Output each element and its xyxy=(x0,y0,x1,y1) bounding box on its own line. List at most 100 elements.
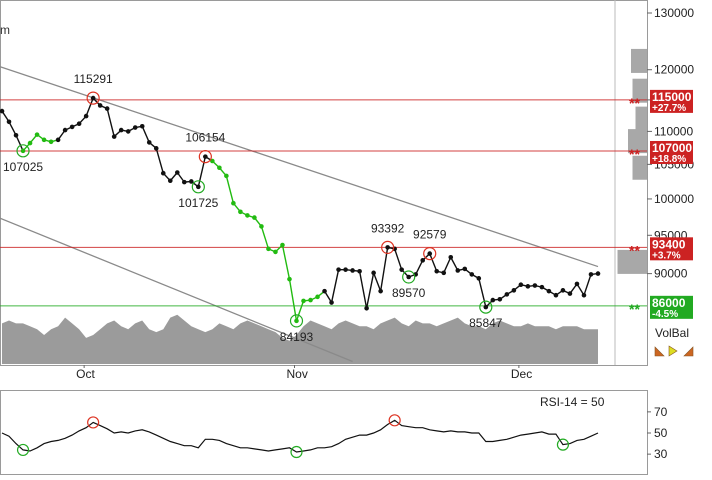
y-tick-label: 130000 xyxy=(654,6,694,20)
price-point xyxy=(378,288,383,294)
price-point xyxy=(20,148,26,154)
price-point xyxy=(189,179,194,184)
extreme-label: 89570 xyxy=(392,286,426,300)
price-point xyxy=(483,304,489,310)
trend-channel-lower xyxy=(0,217,353,363)
level-marker: ** xyxy=(629,242,640,258)
volume-profile-bar xyxy=(617,249,647,274)
price-point xyxy=(83,113,89,119)
price-panel-frame xyxy=(0,0,648,366)
price-point xyxy=(238,209,243,215)
low-marker xyxy=(402,270,416,284)
rsi-low-marker xyxy=(290,445,303,459)
rsi-high-marker xyxy=(388,414,401,427)
price-segment xyxy=(365,272,375,309)
rsi-high-marker xyxy=(87,416,100,429)
price-segment xyxy=(197,156,207,187)
price-point xyxy=(252,215,257,220)
rsi-tick-label: 30 xyxy=(654,447,668,461)
level-marker: ** xyxy=(629,301,640,317)
price-point xyxy=(343,267,348,272)
price-segment xyxy=(415,260,424,275)
price-point xyxy=(336,267,341,272)
high-marker xyxy=(86,91,100,105)
price-point xyxy=(287,276,292,282)
volbal-arrow xyxy=(654,346,665,357)
price-point xyxy=(357,268,362,274)
price-segment xyxy=(429,253,438,272)
price-point xyxy=(546,288,552,294)
price-segment xyxy=(225,175,235,204)
level-change-label: +18.8% xyxy=(652,154,686,165)
price-point xyxy=(203,154,208,159)
price-point xyxy=(420,258,426,263)
price-point xyxy=(294,318,299,324)
price-point xyxy=(118,127,124,133)
price-segment xyxy=(8,121,17,136)
level-price-label: 93400 xyxy=(652,237,686,251)
title-fragment: m xyxy=(0,23,10,37)
low-marker xyxy=(289,314,304,328)
price-point xyxy=(132,125,138,130)
volume-profile-bar xyxy=(631,48,647,73)
price-segment xyxy=(379,247,389,292)
price-segment xyxy=(450,256,459,271)
price-segment xyxy=(443,256,452,274)
volbal-label: VolBal xyxy=(655,326,689,340)
y-tick-label: 90000 xyxy=(654,267,688,281)
trend-channel-upper xyxy=(0,66,599,268)
rsi-tick-label: 70 xyxy=(654,405,668,419)
y-tick-label: 120000 xyxy=(654,63,694,77)
price-point xyxy=(539,284,545,290)
price-point xyxy=(364,306,369,311)
price-point xyxy=(385,245,390,250)
price-point xyxy=(504,292,510,297)
price-segment xyxy=(141,125,150,143)
price-point xyxy=(525,284,531,289)
price-point xyxy=(13,132,19,138)
x-month-label: Dec xyxy=(511,367,532,381)
price-point xyxy=(41,137,47,143)
high-marker xyxy=(198,150,212,164)
level-box xyxy=(650,89,693,113)
price-point xyxy=(476,276,482,281)
price-point xyxy=(34,132,40,137)
price-segment xyxy=(15,134,24,152)
extreme-label: 115291 xyxy=(74,72,113,86)
price-point xyxy=(69,124,75,130)
price-point xyxy=(196,184,201,190)
extreme-label: 92579 xyxy=(413,228,447,242)
price-point xyxy=(462,266,468,272)
price-segment xyxy=(155,148,164,174)
level-marker: ** xyxy=(629,146,640,162)
level-box xyxy=(650,237,693,261)
level-price-label: 86000 xyxy=(652,296,686,310)
price-segment xyxy=(260,226,270,250)
level-box xyxy=(650,295,693,319)
level-change-label: -4.5% xyxy=(652,309,678,320)
price-segment xyxy=(583,274,592,296)
price-point xyxy=(273,249,278,255)
price-point xyxy=(217,165,222,171)
price-point xyxy=(210,158,215,164)
level-marker: ** xyxy=(629,95,640,111)
price-point xyxy=(518,282,524,288)
price-point xyxy=(511,288,517,293)
price-point xyxy=(153,146,159,151)
price-point xyxy=(301,298,306,304)
price-segment xyxy=(358,271,368,309)
price-point xyxy=(322,288,327,294)
price-point xyxy=(27,140,33,146)
rsi-low-marker xyxy=(556,438,570,451)
price-point xyxy=(231,200,236,206)
price-point xyxy=(574,281,580,287)
price-point xyxy=(62,127,68,133)
price-point xyxy=(455,268,461,273)
price-point xyxy=(399,267,404,272)
price-point xyxy=(588,272,594,277)
price-point xyxy=(469,272,475,277)
price-point xyxy=(581,292,587,298)
volume-profile-bar xyxy=(632,78,647,103)
x-month-label: Oct xyxy=(76,367,95,381)
